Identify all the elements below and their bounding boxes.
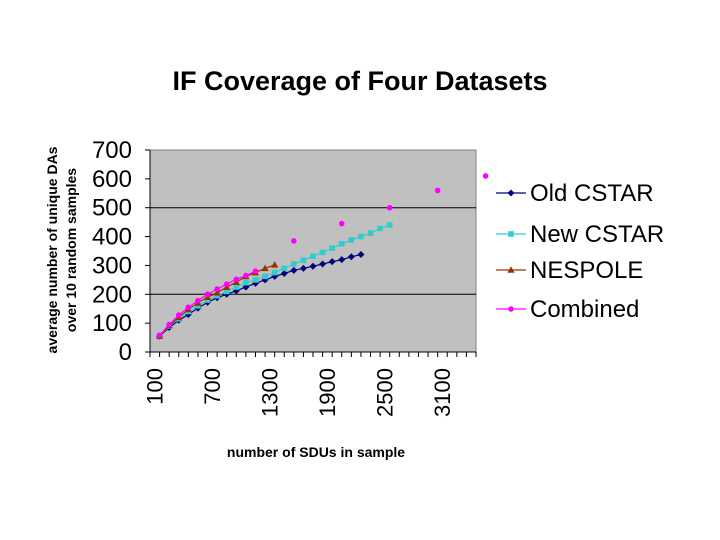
plot-area bbox=[149, 149, 477, 353]
legend-marker-new-cstar bbox=[508, 231, 514, 237]
point-new-cstar-1000 bbox=[243, 279, 249, 286]
point-new-cstar-1200 bbox=[262, 273, 268, 280]
y-axis-label-line2: over 10 random samples bbox=[63, 168, 79, 332]
x-tick-label-100: 100 bbox=[143, 368, 168, 405]
point-combined-300 bbox=[175, 312, 182, 318]
point-new-cstar-500 bbox=[195, 303, 201, 309]
point-new-cstar-1500 bbox=[291, 261, 297, 267]
legend-item-new-cstar: New CSTAR bbox=[496, 221, 664, 248]
y-tick-label-200: 200 bbox=[92, 281, 132, 308]
point-new-cstar-1100 bbox=[252, 277, 259, 283]
legend-label-nespole: NESPOLE bbox=[530, 257, 643, 284]
y-tick-label-600: 600 bbox=[92, 166, 132, 193]
point-new-cstar-1900 bbox=[329, 245, 335, 251]
point-combined-700 bbox=[214, 286, 220, 292]
y-tick-label-400: 400 bbox=[92, 224, 132, 251]
legend-label-new-cstar: New CSTAR bbox=[530, 221, 664, 248]
x-axis-label: number of SDUs in sample bbox=[227, 444, 405, 460]
point-new-cstar-2100 bbox=[348, 237, 355, 243]
x-tick-labels: 100 700 1300 1900 2500 3100 bbox=[143, 368, 456, 417]
gridlines bbox=[150, 207, 476, 295]
x-tick-label-3100: 3100 bbox=[430, 368, 455, 417]
legend: Old CSTAR New CSTAR NESPOLE Combined bbox=[496, 180, 664, 323]
point-new-cstar-700 bbox=[214, 292, 220, 299]
legend-item-nespole: NESPOLE bbox=[496, 257, 643, 284]
point-nespole-700 bbox=[213, 289, 221, 296]
point-combined-200 bbox=[166, 321, 172, 328]
point-old-cstar-2200 bbox=[357, 250, 365, 258]
axes bbox=[145, 149, 477, 357]
point-old-cstar-1600 bbox=[299, 264, 307, 272]
point-new-cstar-1800 bbox=[319, 249, 326, 256]
x-tick-label-2500: 2500 bbox=[373, 368, 398, 417]
point-old-cstar-1500 bbox=[290, 266, 298, 274]
series-new-cstar bbox=[156, 222, 393, 339]
point-old-cstar-1900 bbox=[328, 258, 336, 266]
point-new-cstar-800 bbox=[223, 288, 230, 295]
x-tick-label-700: 700 bbox=[200, 368, 225, 405]
point-combined-2000 bbox=[338, 220, 345, 227]
point-new-cstar-2000 bbox=[338, 240, 345, 247]
x-tick-label-1900: 1900 bbox=[315, 368, 340, 417]
point-nespole-1300 bbox=[271, 261, 279, 268]
point-combined-3000 bbox=[434, 187, 441, 194]
legend-item-old-cstar: Old CSTAR bbox=[496, 180, 654, 207]
point-old-cstar-1400 bbox=[280, 270, 288, 278]
point-combined-400 bbox=[185, 304, 192, 311]
point-new-cstar-2200 bbox=[358, 233, 364, 240]
point-combined-3500 bbox=[482, 173, 489, 179]
legend-marker-nespole bbox=[507, 266, 515, 273]
point-combined-1000 bbox=[243, 272, 249, 279]
point-new-cstar-600 bbox=[204, 297, 211, 303]
y-tick-label-0: 0 bbox=[119, 339, 132, 366]
series-combined bbox=[156, 173, 489, 339]
y-tick-label-100: 100 bbox=[92, 310, 132, 337]
y-tick-label-700: 700 bbox=[92, 137, 132, 164]
point-combined-600 bbox=[204, 291, 211, 298]
point-new-cstar-2300 bbox=[367, 230, 374, 236]
point-new-cstar-1300 bbox=[271, 269, 278, 276]
point-combined-900 bbox=[233, 276, 240, 283]
point-new-cstar-900 bbox=[233, 284, 240, 290]
point-combined-2500 bbox=[386, 204, 393, 211]
y-axis-label-line1: average number of unique DAs bbox=[44, 146, 60, 353]
legend-marker-old-cstar bbox=[507, 189, 515, 197]
x-tick-label-1300: 1300 bbox=[258, 368, 283, 417]
point-new-cstar-1600 bbox=[300, 257, 307, 264]
y-tick-label-500: 500 bbox=[92, 195, 132, 222]
point-combined-1500 bbox=[291, 238, 297, 244]
legend-label-old-cstar: Old CSTAR bbox=[530, 180, 654, 207]
legend-label-combined: Combined bbox=[530, 296, 639, 323]
point-new-cstar-1400 bbox=[281, 265, 288, 272]
point-nespole-1200 bbox=[261, 264, 269, 272]
point-combined-100 bbox=[156, 332, 163, 339]
series-group bbox=[155, 173, 489, 340]
legend-item-combined: Combined bbox=[496, 296, 639, 323]
point-old-cstar-1800 bbox=[319, 260, 327, 268]
point-combined-800 bbox=[223, 281, 230, 287]
point-new-cstar-1700 bbox=[310, 253, 316, 259]
point-old-cstar-1700 bbox=[309, 262, 317, 270]
chart-title: IF Coverage of Four Datasets bbox=[172, 66, 547, 96]
point-combined-500 bbox=[195, 297, 201, 304]
point-new-cstar-2400 bbox=[377, 225, 383, 232]
legend-marker-combined bbox=[508, 306, 514, 312]
series-line-old-cstar bbox=[159, 253, 362, 337]
y-tick-label-300: 300 bbox=[92, 252, 132, 279]
point-combined-1100 bbox=[252, 268, 259, 275]
point-new-cstar-2500 bbox=[386, 222, 393, 228]
point-old-cstar-2000 bbox=[338, 256, 346, 264]
point-old-cstar-2100 bbox=[347, 253, 355, 261]
